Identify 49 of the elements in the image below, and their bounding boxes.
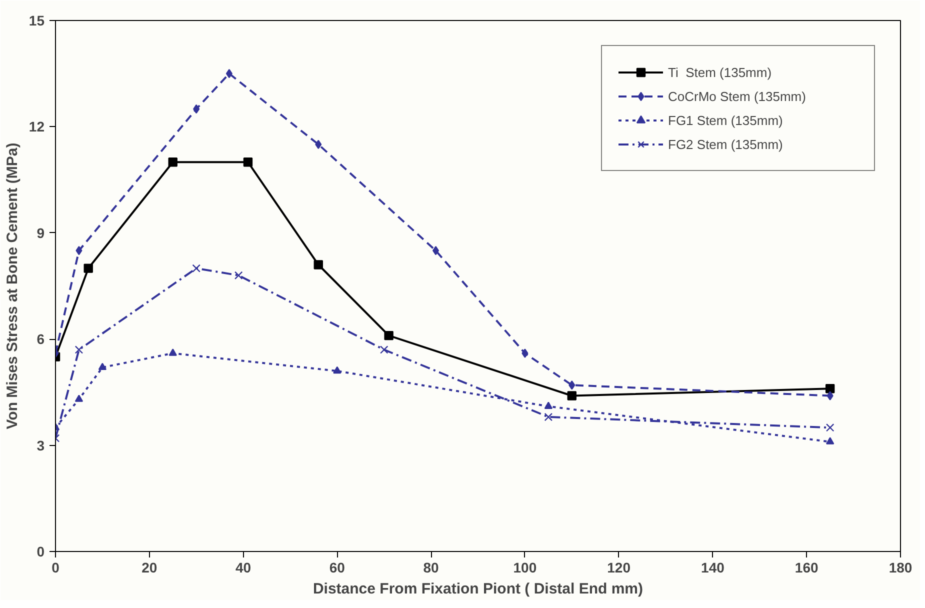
x-tick-label: 0 xyxy=(52,560,60,576)
point xyxy=(193,104,200,114)
point xyxy=(84,264,93,273)
legend-label: Ti Stem (135mm) xyxy=(668,64,773,80)
y-tick-label: 15 xyxy=(28,12,45,28)
legend-label: FG1 Stem (135mm) xyxy=(668,112,784,128)
x-tick-label: 80 xyxy=(423,560,440,576)
x-tick-label: 180 xyxy=(888,560,912,576)
x-tick-label: 60 xyxy=(329,560,346,576)
point xyxy=(234,271,243,280)
y-tick-label: 12 xyxy=(28,118,45,135)
point xyxy=(192,264,200,272)
point xyxy=(567,391,576,400)
point xyxy=(544,402,553,409)
point xyxy=(826,423,834,432)
y-tick-label: 0 xyxy=(36,544,45,560)
x-tick-label: 40 xyxy=(235,560,252,576)
x-axis-title: Distance From Fixation Piont ( Distal End mm) xyxy=(312,580,644,598)
point xyxy=(74,346,84,354)
point xyxy=(432,246,440,256)
x-tick-label: 20 xyxy=(142,560,158,576)
x-tick-label: 100 xyxy=(513,560,537,576)
x-tick-label: 140 xyxy=(701,560,725,576)
point xyxy=(825,384,835,394)
point xyxy=(168,158,178,167)
legend-label: CoCrMo Stem (135mm) xyxy=(668,88,807,104)
y-tick-label: 9 xyxy=(36,224,45,241)
legend-label: FG2 Stem (135mm) xyxy=(668,136,784,152)
y-tick-label: 3 xyxy=(36,437,45,454)
point xyxy=(380,346,388,354)
point xyxy=(568,380,576,390)
point xyxy=(314,260,323,270)
point xyxy=(243,158,253,167)
point xyxy=(98,362,107,370)
point xyxy=(226,69,232,78)
x-tick-label: 160 xyxy=(794,560,819,576)
y-tick-label: 6 xyxy=(36,331,45,348)
point xyxy=(76,246,82,256)
point xyxy=(168,348,177,356)
point xyxy=(333,366,342,374)
point xyxy=(826,391,834,400)
point xyxy=(315,140,322,149)
point xyxy=(74,394,84,402)
y-axis-title: Von Mises Stress at Bone Cement (MPa) xyxy=(4,142,21,430)
point xyxy=(384,330,394,340)
x-tick-label: 120 xyxy=(607,560,631,576)
point xyxy=(544,412,553,422)
point xyxy=(826,437,834,444)
point xyxy=(522,348,528,358)
